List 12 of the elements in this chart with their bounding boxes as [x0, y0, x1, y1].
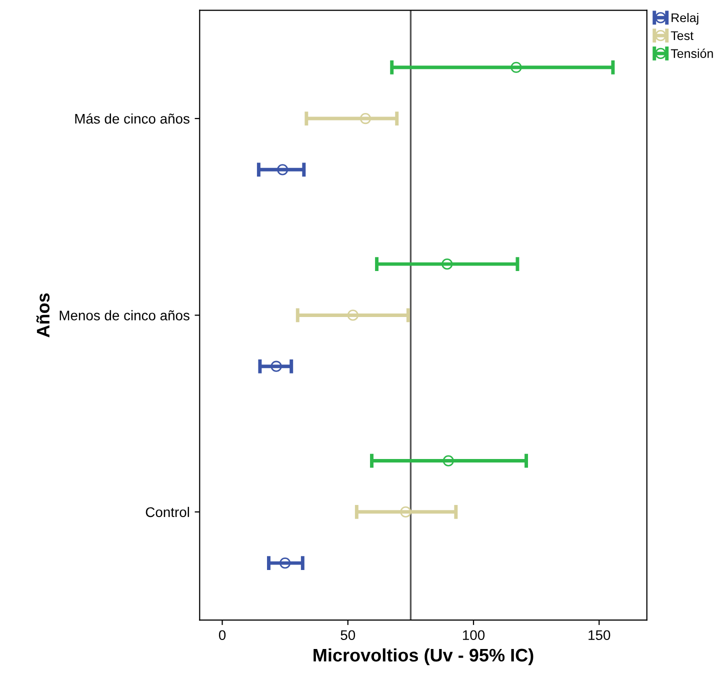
legend-label: Tensión	[670, 48, 713, 58]
y-axis-title: Años	[36, 293, 50, 338]
legend-label: Test	[670, 31, 694, 40]
x-tick-label: 100	[462, 630, 485, 640]
x-tick-label: 0	[218, 630, 226, 640]
x-tick-label: 50	[340, 630, 356, 640]
x-tick-label: 150	[588, 630, 610, 640]
y-tick-label: Más de cinco años	[75, 113, 190, 124]
y-tick-label: Control	[146, 506, 189, 518]
x-axis-title: Microvoltios (Uv - 95% IC)	[314, 648, 534, 666]
y-tick-label: Menos de cinco años	[60, 310, 190, 320]
legend-label: Relaj	[672, 12, 698, 25]
